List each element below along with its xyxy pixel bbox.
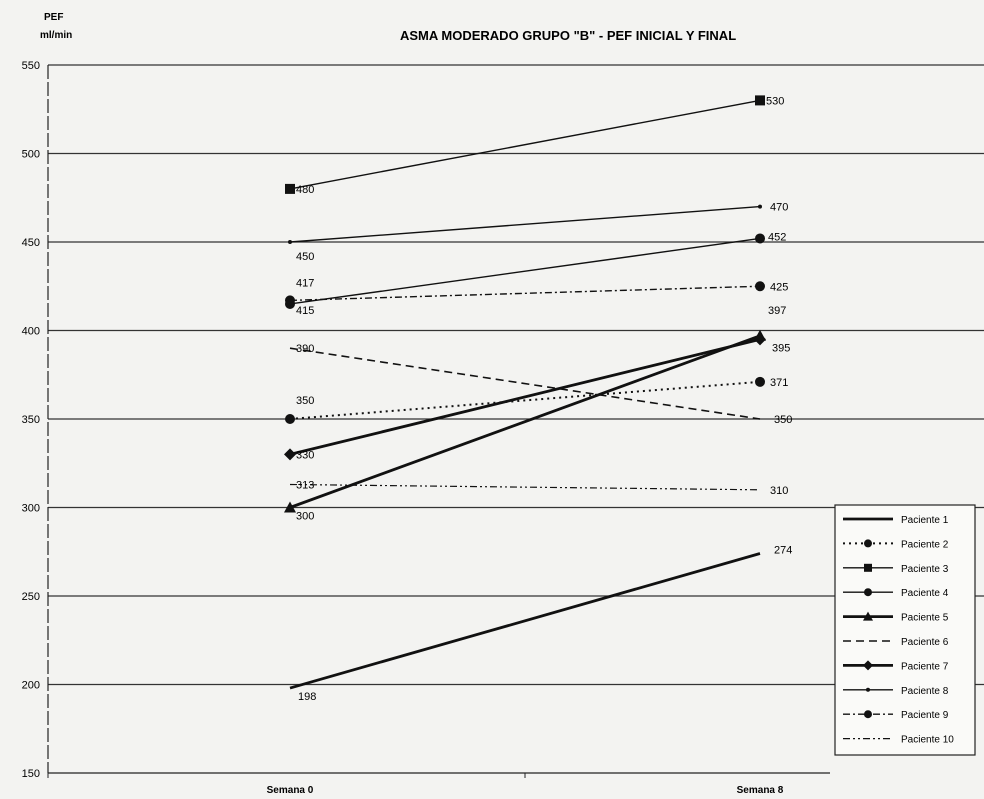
series-line [289, 205, 761, 243]
gridlines [48, 64, 984, 686]
data-label: 198 [298, 691, 316, 703]
diamond-marker [754, 333, 766, 346]
series-lines [284, 95, 766, 690]
data-label: 397 [768, 305, 786, 317]
legend-label: Paciente 6 [901, 637, 949, 648]
series-line [289, 552, 761, 690]
circle-marker [864, 539, 872, 548]
data-label: 310 [770, 485, 788, 497]
data-label: 417 [296, 277, 314, 289]
y-tick-label: 200 [22, 680, 40, 692]
y-tick-label: 250 [22, 591, 40, 603]
series-line [289, 380, 761, 420]
data-label: 452 [768, 231, 786, 243]
circle-marker [864, 710, 872, 719]
legend-label: Paciente 10 [901, 735, 954, 746]
diamond-marker [284, 448, 296, 461]
x-tick-label: Semana 0 [267, 785, 314, 796]
data-label: 313 [296, 479, 314, 491]
y-tick-label: 500 [22, 149, 40, 161]
y-tick-label: 350 [22, 414, 40, 426]
series-line [289, 337, 761, 456]
circle-marker [285, 414, 295, 424]
data-labels: 480 530 450 470 452 417 415 425 397 395 390 371 350 3… [296, 95, 792, 703]
series-line [289, 347, 761, 420]
axes: 150 200 250 300 350 400 450 500 550 Semana 0 Seman… [22, 60, 830, 796]
y-tick-label: 550 [22, 60, 40, 72]
chart-title: ASMA MODERADO GRUPO "B" - PEF INICIAL Y … [400, 28, 736, 43]
series-line [289, 237, 761, 305]
legend-label: Paciente 7 [901, 661, 949, 672]
legend-label: Paciente 8 [901, 686, 949, 697]
legend-label: Paciente 9 [901, 710, 949, 721]
circle-marker [755, 376, 765, 387]
y-axis-unit: ml/min [40, 30, 72, 41]
circle-marker [864, 588, 872, 597]
series-line [289, 99, 761, 190]
small-dot-marker [866, 687, 870, 692]
data-label: 371 [770, 377, 788, 389]
y-tick-label: 150 [22, 768, 40, 780]
data-label: 415 [296, 305, 314, 317]
data-label: 480 [296, 184, 314, 196]
data-label: 395 [772, 342, 790, 354]
data-label: 300 [296, 511, 314, 523]
y-tick-label: 400 [22, 326, 40, 338]
triangle-marker [284, 501, 296, 513]
circle-marker [755, 281, 765, 292]
data-label: 274 [774, 545, 792, 557]
legend-label: Paciente 4 [901, 588, 949, 599]
legend-label: Paciente 1 [901, 515, 949, 526]
square-marker [285, 183, 295, 194]
series-line [289, 285, 761, 302]
data-label: 425 [770, 281, 788, 293]
data-label: 350 [296, 395, 314, 407]
legend-box [834, 504, 976, 756]
legend-label: Paciente 2 [901, 539, 949, 550]
legend: Paciente 1 Paciente 2 Paciente 3 Paciente 4… [834, 504, 976, 756]
data-label: 330 [296, 449, 314, 461]
data-label: 530 [766, 95, 784, 107]
legend-label: Paciente 3 [901, 564, 949, 575]
circle-marker [755, 233, 765, 244]
data-label: 350 [774, 414, 792, 426]
legend-label: Paciente 5 [901, 613, 949, 624]
y-tick-label: 300 [22, 503, 40, 515]
circle-marker [285, 295, 295, 306]
data-label: 470 [770, 202, 788, 214]
diamond-marker [863, 660, 873, 671]
y-tick-label: 450 [22, 237, 40, 249]
square-marker [755, 95, 765, 106]
small-dot-marker [288, 240, 292, 244]
series-line [289, 483, 761, 491]
square-marker [864, 563, 872, 572]
data-label: 450 [296, 251, 314, 263]
data-label: 390 [296, 343, 314, 355]
x-tick-label: Semana 8 [737, 785, 784, 796]
small-dot-marker [758, 204, 762, 209]
series-line [289, 334, 761, 509]
y-axis-label: PEF [44, 12, 63, 23]
triangle-marker [863, 611, 873, 621]
